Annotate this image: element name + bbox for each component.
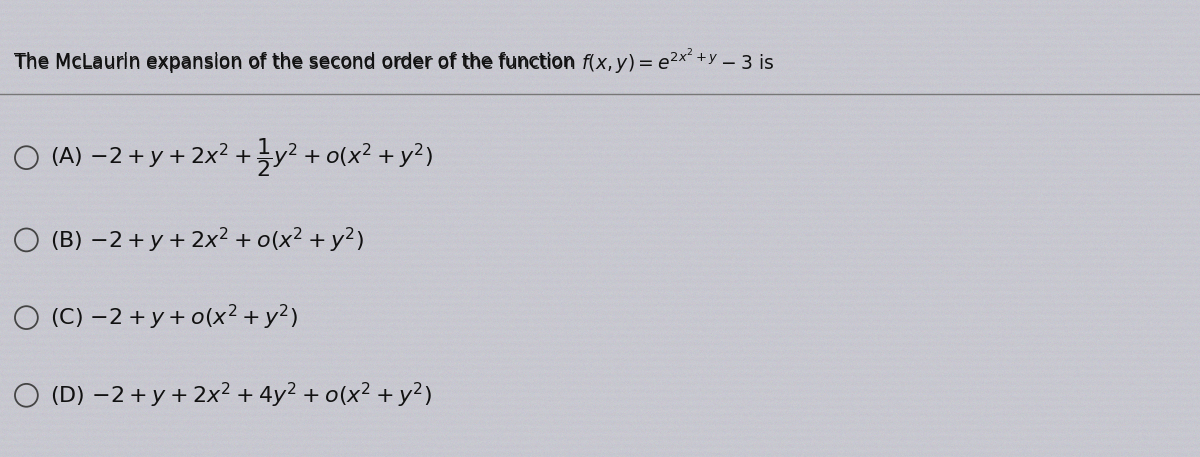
Text: (D) $-2 + y + 2x^2 + 4y^2 + o(x^2 + y^2)$: (D) $-2 + y + 2x^2 + 4y^2 + o(x^2 + y^2)… <box>50 381 432 410</box>
Text: (A) $-2 + y + 2x^2 + \dfrac{1}{2}y^2 + o(x^2 + y^2)$: (A) $-2 + y + 2x^2 + \dfrac{1}{2}y^2 + o… <box>50 136 433 179</box>
Text: (B) $-2 + y + 2x^2 + o(x^2 + y^2)$: (B) $-2 + y + 2x^2 + o(x^2 + y^2)$ <box>50 225 365 255</box>
Text: The McLaurin expansion of the second order of the function $f(x, y) = e^{2x^2+y}: The McLaurin expansion of the second ord… <box>14 48 775 76</box>
Text: (C) $-2 + y + o(x^2 + y^2)$: (C) $-2 + y + o(x^2 + y^2)$ <box>50 303 299 332</box>
Text: The McLaurin expansion of the second order of the function: The McLaurin expansion of the second ord… <box>14 52 581 71</box>
